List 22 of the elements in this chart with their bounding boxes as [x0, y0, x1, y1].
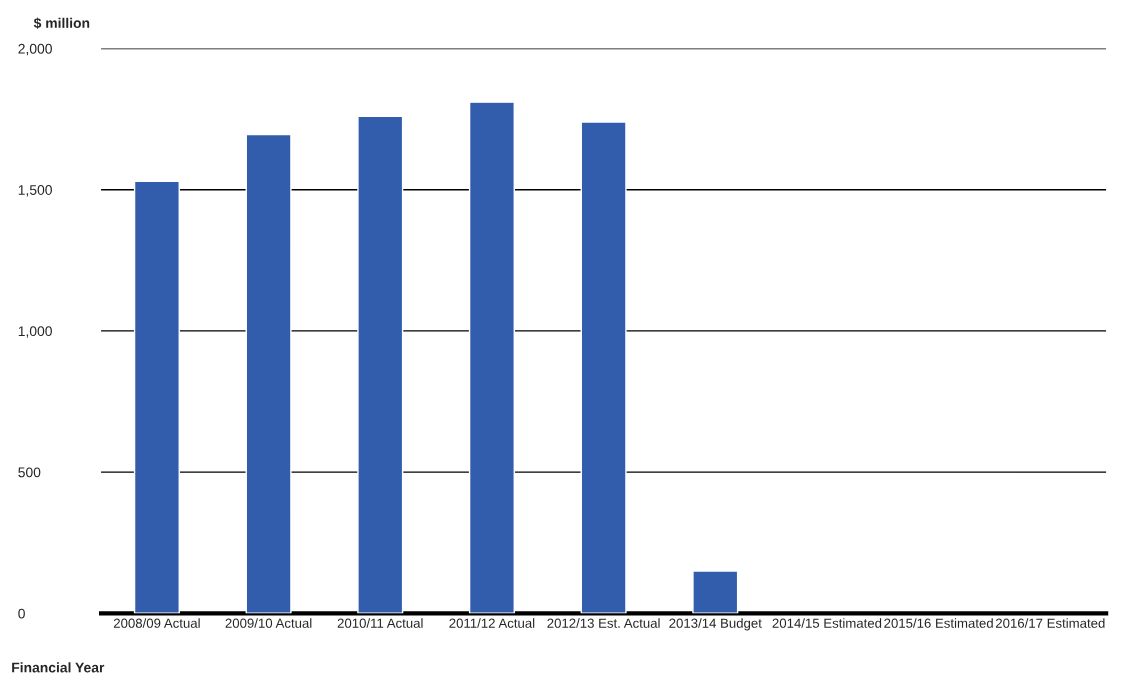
- bar: [357, 115, 404, 614]
- y-tick-label: 1,500: [18, 185, 52, 197]
- bar: [468, 101, 515, 614]
- bar: [692, 570, 739, 614]
- x-tick-label: 2008/09 Actual: [113, 618, 200, 628]
- bar: [245, 133, 292, 614]
- x-axis-title: Financial Year: [12, 662, 105, 673]
- x-tick-label: 2012/13 Est. Actual: [547, 618, 660, 628]
- y-axis-title: $ million: [33, 17, 90, 29]
- x-tick-label: 2015/16 Estimated: [884, 618, 993, 628]
- x-tick-label: 2013/14 Budget: [669, 618, 762, 631]
- y-tick-label: 1,000: [18, 326, 52, 338]
- x-tick-label: 2016/17 Estimated: [995, 618, 1105, 628]
- y-tick-label: 500: [18, 467, 41, 478]
- y-tick-label: 2,000: [18, 43, 52, 56]
- bar: [580, 121, 627, 614]
- bar: [133, 180, 180, 614]
- x-tick-label: 2009/10 Actual: [225, 618, 312, 628]
- x-tick-label: 2011/12 Actual: [449, 618, 535, 628]
- x-tick-label: 2010/11 Actual: [337, 618, 423, 628]
- y-tick-label: 0: [18, 608, 25, 619]
- x-tick-label: 2014/15 Estimated: [772, 618, 882, 628]
